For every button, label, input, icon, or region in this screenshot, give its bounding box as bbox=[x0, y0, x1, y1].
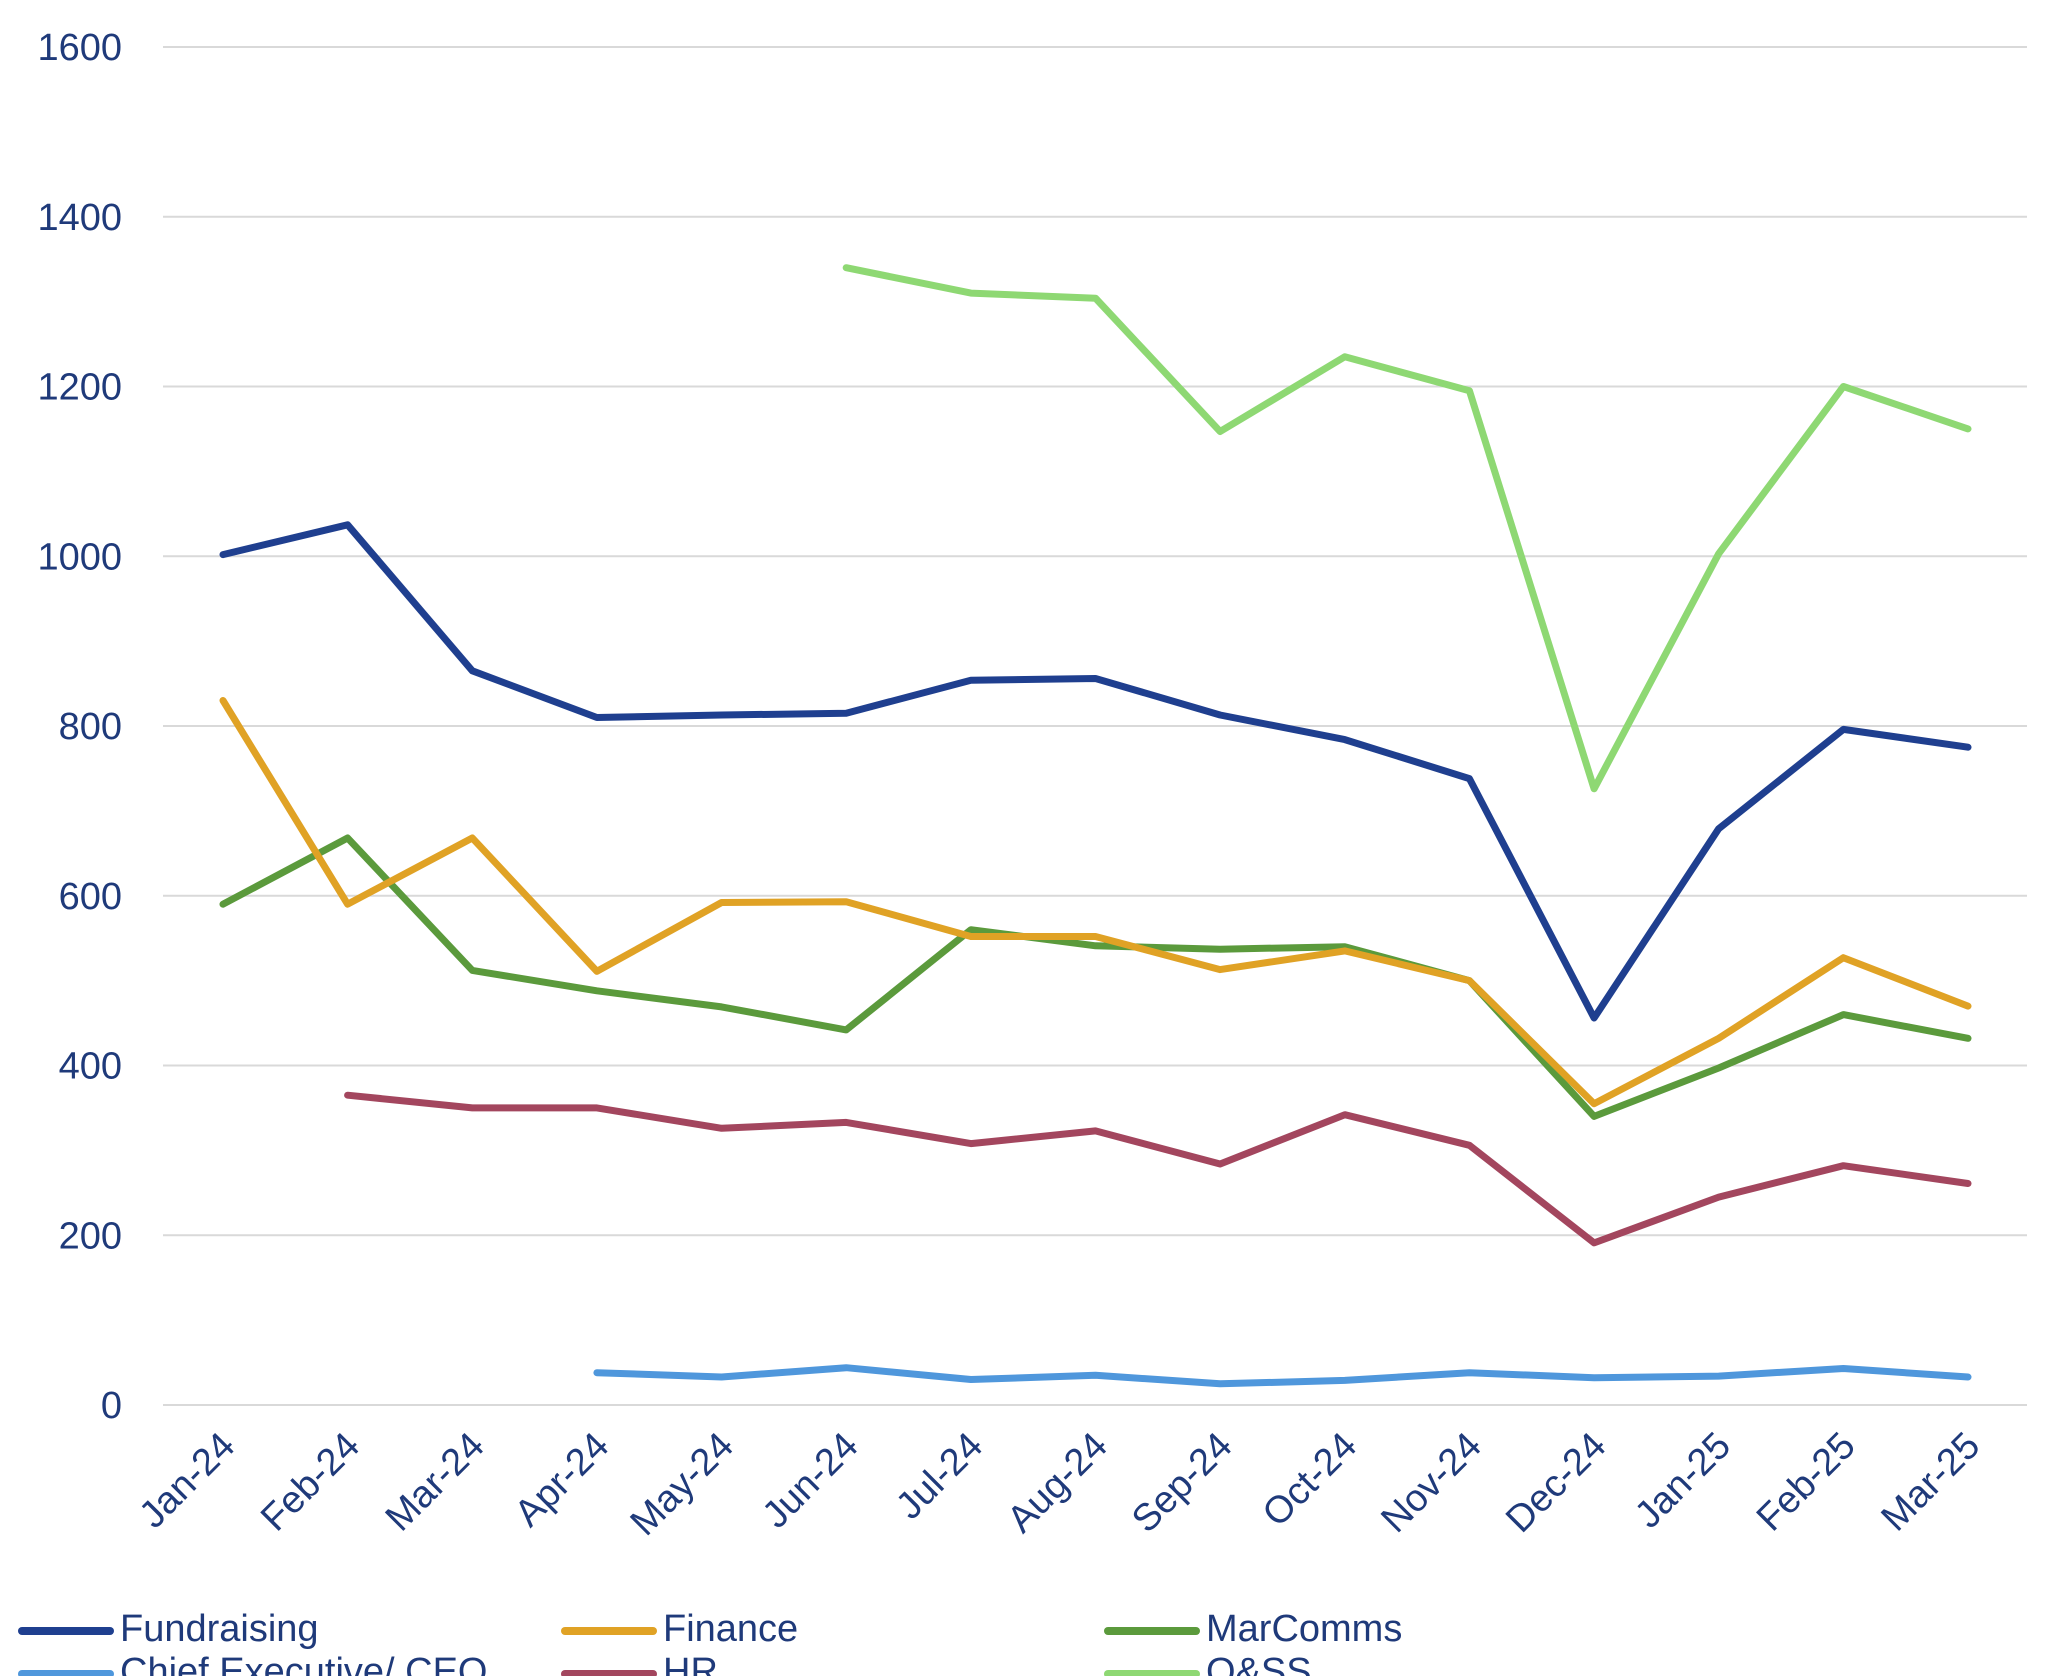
legend-label-fundraising: Fundraising bbox=[120, 1608, 319, 1650]
series-line-hr bbox=[344, 1091, 1972, 1247]
x-tick-label: Feb-25 bbox=[1749, 1425, 1864, 1540]
y-tick-label: 1600 bbox=[37, 27, 122, 69]
x-tick-label: Jun-24 bbox=[755, 1425, 867, 1537]
series-line-o-ss bbox=[842, 264, 1972, 793]
series-line-chief-executive-ceo bbox=[593, 1364, 1972, 1388]
legend: Fundraising Finance MarComms Chief Executiv… bbox=[18, 1608, 1402, 1676]
x-tick-label: Jul-24 bbox=[888, 1425, 991, 1528]
x-tick-label: Apr-24 bbox=[507, 1425, 617, 1535]
y-tick-label: 1200 bbox=[37, 367, 122, 409]
y-tick-label: 200 bbox=[59, 1215, 122, 1257]
y-tick-label: 0 bbox=[101, 1385, 122, 1427]
y-tick-label: 1000 bbox=[37, 536, 122, 578]
x-tick-label: Sep-24 bbox=[1124, 1425, 1240, 1541]
legend-label-marcomms: MarComms bbox=[1206, 1608, 1402, 1650]
legend-label-finance: Finance bbox=[663, 1608, 798, 1650]
x-tick-label: Feb-24 bbox=[253, 1425, 368, 1540]
x-tick-label: Mar-25 bbox=[1874, 1425, 1989, 1540]
x-tick-label: Jan-25 bbox=[1627, 1425, 1739, 1537]
x-axis-tick-labels: Jan-24 Feb-24 Mar-24 Apr-24 May-24 Jun-24 Jul-… bbox=[131, 1425, 1988, 1544]
series-line-finance bbox=[219, 697, 1972, 1108]
legend-label-hr: HR bbox=[663, 1651, 718, 1676]
x-tick-label: Aug-24 bbox=[1000, 1425, 1116, 1541]
legend-label-chief-executive-ceo: Chief Executive/ CEO bbox=[120, 1651, 487, 1676]
x-tick-label: Oct-24 bbox=[1255, 1425, 1365, 1535]
x-tick-label: Jan-24 bbox=[131, 1425, 243, 1537]
series-line-marcomms bbox=[219, 834, 1972, 1120]
y-tick-label: 1400 bbox=[37, 197, 122, 239]
x-tick-label: Mar-24 bbox=[378, 1425, 493, 1540]
y-axis-tick-labels: 0 200 400 600 800 1000 1200 1400 1600 bbox=[37, 27, 122, 1427]
gridlines bbox=[163, 46, 2027, 1406]
series-line-fundraising bbox=[219, 521, 1972, 1022]
y-tick-label: 800 bbox=[59, 706, 122, 748]
series-lines bbox=[219, 264, 1972, 1388]
legend-label-o-ss: O&SS bbox=[1206, 1651, 1312, 1676]
y-tick-label: 400 bbox=[59, 1046, 122, 1088]
x-tick-label: Dec-24 bbox=[1498, 1425, 1614, 1541]
x-tick-label: Nov-24 bbox=[1373, 1425, 1489, 1541]
y-tick-label: 600 bbox=[59, 876, 122, 918]
x-tick-label: May-24 bbox=[623, 1425, 742, 1544]
